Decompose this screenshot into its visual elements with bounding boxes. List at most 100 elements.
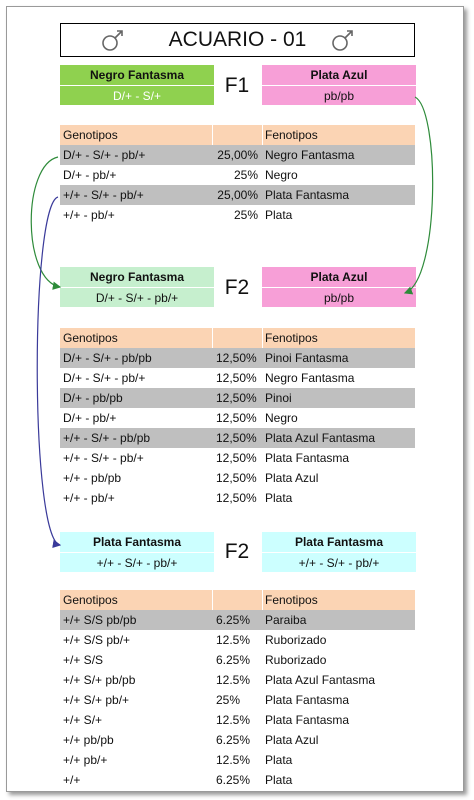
phenotype-cell: Plata Fantasma: [265, 188, 350, 202]
phenotype-cell: Pinoi: [265, 391, 292, 405]
phenotype-cell: Plata Azul: [265, 471, 319, 485]
genotype-cell: +/+ S/S pb/+: [63, 633, 131, 647]
percent-cell: 6.25%: [216, 653, 251, 667]
percent-cell: 12.5%: [216, 753, 251, 767]
table-row: +/+ S/+ 12.5% Plata Fantasma: [60, 710, 415, 730]
male-symbol: [102, 30, 353, 51]
table-row: +/+ S/+ pb/pb 12.5% Plata Azul Fantasma: [60, 670, 415, 690]
phenotype-cell: Negro: [265, 168, 298, 182]
parent-box: Negro Fantasma D/+ - S/+: [60, 65, 214, 105]
parent-box: Plata Fantasma +/+ - S/+ - pb/+: [262, 532, 416, 572]
table-row: +/+ S/+ pb/+ 25% Plata Fantasma: [60, 690, 415, 710]
phenotype-cell: Plata Azul: [265, 733, 319, 747]
table-row: +/+ - pb/+ 12,50% Plata: [60, 488, 415, 508]
table-row: +/+ S/S pb/+ 12.5% Ruborizado: [60, 630, 415, 650]
table-row: +/+ pb/+ 12.5% Plata: [60, 750, 415, 770]
percent-cell: 12,50%: [216, 451, 257, 465]
table-row: +/+ - pb/+ 25% Plata: [60, 205, 415, 225]
table-row: +/+ pb/pb 6.25% Plata Azul: [60, 730, 415, 750]
table-row: +/+ S/S pb/pb 6.25% Paraiba: [60, 610, 415, 630]
arrow: [403, 96, 434, 295]
table-row: +/+ - S/+ - pb/+ 12,50% Plata Fantasma: [60, 448, 415, 468]
phenotype-cell: Negro Fantasma: [265, 371, 355, 385]
column-divider: [212, 125, 213, 145]
table-row: +/+ S/S 6.25% Ruborizado: [60, 650, 415, 670]
genotype-cell: +/+ pb/pb: [63, 733, 114, 747]
percent-cell: 12,50%: [216, 491, 257, 505]
table-row: D/+ - pb/pb 12,50% Pinoi: [60, 388, 415, 408]
percent-cell: 25,00%: [217, 148, 258, 162]
table-row: +/+ - S/+ - pb/pb 12,50% Plata Azul Fantas…: [60, 428, 415, 448]
genotype-cell: D/+ - S/+ - pb/pb: [63, 351, 152, 365]
percent-cell: 25%: [216, 693, 241, 707]
phenotype-cell: Plata Azul Fantasma: [265, 673, 376, 687]
phenotype-cell: Plata Fantasma: [265, 713, 350, 727]
phenotype-cell: Paraiba: [265, 613, 307, 627]
column-divider: [262, 590, 263, 610]
genotype-cell: D/+ - pb/pb: [63, 391, 123, 405]
header-cell: Genotipos: [63, 593, 118, 607]
percent-cell: 12,50%: [216, 351, 257, 365]
genotype-cell: +/+ - S/+ - pb/pb: [63, 431, 151, 445]
table-row: D/+ - pb/+ 12,50% Negro: [60, 408, 415, 428]
percent-cell: 12,50%: [216, 411, 257, 425]
genotype-cell: +/+ S/+ pb/pb: [63, 673, 136, 687]
column-divider: [262, 125, 263, 145]
genotype-cell: +/+ - S/+ - pb/+: [63, 451, 144, 465]
genotype-cell: +/+ - pb/+: [63, 208, 115, 222]
generation: F1: [224, 74, 250, 97]
parent-name: Negro Fantasma: [60, 65, 214, 86]
phenotype-cell: Plata: [265, 753, 293, 767]
title-box: ACUARIO - 01: [60, 23, 415, 57]
genotype-cell: D/+ - pb/+: [63, 168, 117, 182]
parent-name: Plata Azul: [262, 65, 416, 86]
percent-cell: 12,50%: [216, 471, 257, 485]
parent-name: Plata Azul: [262, 267, 416, 288]
phenotype-cell: Negro: [265, 411, 298, 425]
parent-name: Plata Fantasma: [262, 532, 416, 553]
header-cell: Genotipos: [63, 128, 118, 142]
genotype-cell: +/+ S/+ pb/+: [63, 693, 130, 707]
genotype-cell: +/+ - pb/+: [63, 491, 115, 505]
percent-cell: 12.5%: [216, 633, 251, 647]
table-header: Genotipos Fenotipos: [60, 125, 415, 145]
percent-cell: 12,50%: [216, 391, 257, 405]
title: ACUARIO - 01: [168, 28, 307, 51]
percent-cell: 12,50%: [216, 431, 257, 445]
phenotype-cell: Plata Fantasma: [265, 693, 350, 707]
arrow: [30, 156, 62, 290]
parent-box: Negro Fantasma D/+ - S/+ - pb/+: [60, 267, 214, 307]
percent-cell: 12,50%: [216, 371, 257, 385]
genotype-cell: +/+ S/S pb/pb: [63, 613, 137, 627]
table-row: D/+ - S/+ - pb/+ 25,00% Negro Fantasma: [60, 145, 415, 165]
header-cell: Fenotipos: [265, 593, 318, 607]
table-row: +/+ - S/+ - pb/+ 25,00% Plata Fantasma: [60, 185, 415, 205]
phenotype-cell: Plata Fantasma: [265, 451, 350, 465]
header-cell: Genotipos: [63, 331, 118, 345]
parent-genotype: +/+ - S/+ - pb/+: [298, 556, 380, 570]
column-divider: [262, 328, 263, 348]
table-header: Genotipos Fenotipos: [60, 328, 415, 348]
genotype-cell: D/+ - S/+ - pb/+: [63, 148, 146, 162]
percent-cell: 25%: [233, 208, 258, 222]
percent-cell: 25%: [233, 168, 258, 182]
genotype-cell: D/+ - pb/+: [63, 411, 117, 425]
parent-box: Plata Fantasma +/+ - S/+ - pb/+: [60, 532, 214, 572]
phenotype-cell: Ruborizado: [265, 633, 327, 647]
arrow: [36, 196, 62, 548]
genotype-cell: +/+ - pb/pb: [63, 471, 122, 485]
genotype-cell: +/+ S/S: [63, 653, 104, 667]
percent-cell: 6.25%: [216, 773, 251, 787]
phenotype-cell: Plata: [265, 208, 293, 222]
header-cell: Fenotipos: [265, 331, 318, 345]
percent-cell: 12.5%: [216, 713, 251, 727]
genotype-cell: +/+ S/+: [63, 713, 103, 727]
column-divider: [212, 590, 213, 610]
phenotype-cell: Pinoi Fantasma: [265, 351, 349, 365]
genotype-cell: +/+ pb/+: [63, 753, 108, 767]
percent-cell: 6.25%: [216, 613, 251, 627]
table-row: D/+ - S/+ - pb/+ 12,50% Negro Fantasma: [60, 368, 415, 388]
header-cell: Fenotipos: [265, 128, 318, 142]
percent-cell: 25,00%: [217, 188, 258, 202]
